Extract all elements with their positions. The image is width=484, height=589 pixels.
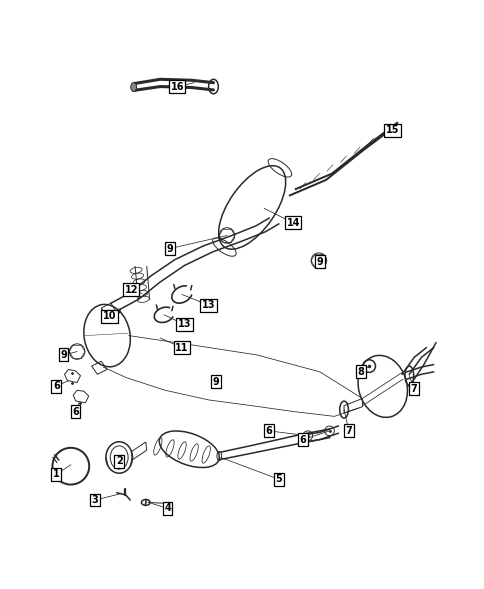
Text: 7: 7 [410, 384, 417, 394]
Text: 16: 16 [170, 81, 183, 91]
Ellipse shape [131, 82, 136, 91]
Text: 5: 5 [275, 474, 282, 484]
Text: 6: 6 [72, 406, 79, 416]
Text: 13: 13 [201, 300, 215, 310]
Text: 2: 2 [116, 456, 122, 466]
Text: 7: 7 [345, 426, 351, 436]
Text: 3: 3 [91, 495, 98, 505]
Text: 6: 6 [299, 435, 306, 445]
Text: 6: 6 [53, 382, 60, 391]
Text: 13: 13 [177, 319, 191, 329]
Text: 4: 4 [164, 503, 170, 513]
Text: 10: 10 [103, 311, 116, 321]
Text: 9: 9 [60, 350, 67, 360]
Text: 9: 9 [212, 376, 219, 386]
Text: 9: 9 [316, 257, 323, 267]
Text: 9: 9 [166, 244, 173, 253]
Text: 8: 8 [357, 367, 363, 377]
Text: 14: 14 [286, 218, 300, 228]
Text: 15: 15 [385, 125, 398, 135]
Text: 1: 1 [53, 469, 60, 479]
Text: 11: 11 [175, 343, 188, 353]
Text: 12: 12 [124, 284, 138, 294]
Text: 6: 6 [265, 426, 272, 436]
